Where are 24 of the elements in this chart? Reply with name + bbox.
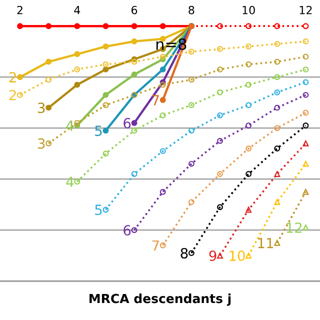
series-label: 3 [38, 102, 45, 114]
x-axis-title: MRCA descendants j [90, 294, 231, 306]
series-label: 12 [286, 222, 302, 233]
series-label: 10 [230, 250, 245, 262]
x-tick-label: 10 [242, 6, 255, 14]
series-label: 2 [9, 72, 16, 82]
series-label: 6 [124, 118, 131, 128]
series-label: 7 [152, 240, 159, 251]
series-label: 7 [152, 95, 159, 106]
x-tick-label: 6 [132, 6, 138, 14]
x-tick-label: 8 [188, 6, 194, 14]
x-tick-label: 2 [17, 6, 22, 14]
series-label: 8 [180, 248, 188, 258]
series-label: 2 [9, 90, 16, 100]
series-label: 3 [38, 138, 45, 149]
series-label: 4 [66, 176, 74, 187]
series-label: 9 [209, 250, 216, 262]
series-label: 5 [95, 204, 102, 216]
series-label: 6 [124, 225, 131, 236]
series-label: 5 [95, 126, 102, 136]
x-tick-label: 12 [300, 6, 312, 14]
series-label: 4 [66, 120, 74, 131]
x-tick-label: 4 [74, 6, 80, 14]
series-label: 11 [258, 238, 274, 248]
